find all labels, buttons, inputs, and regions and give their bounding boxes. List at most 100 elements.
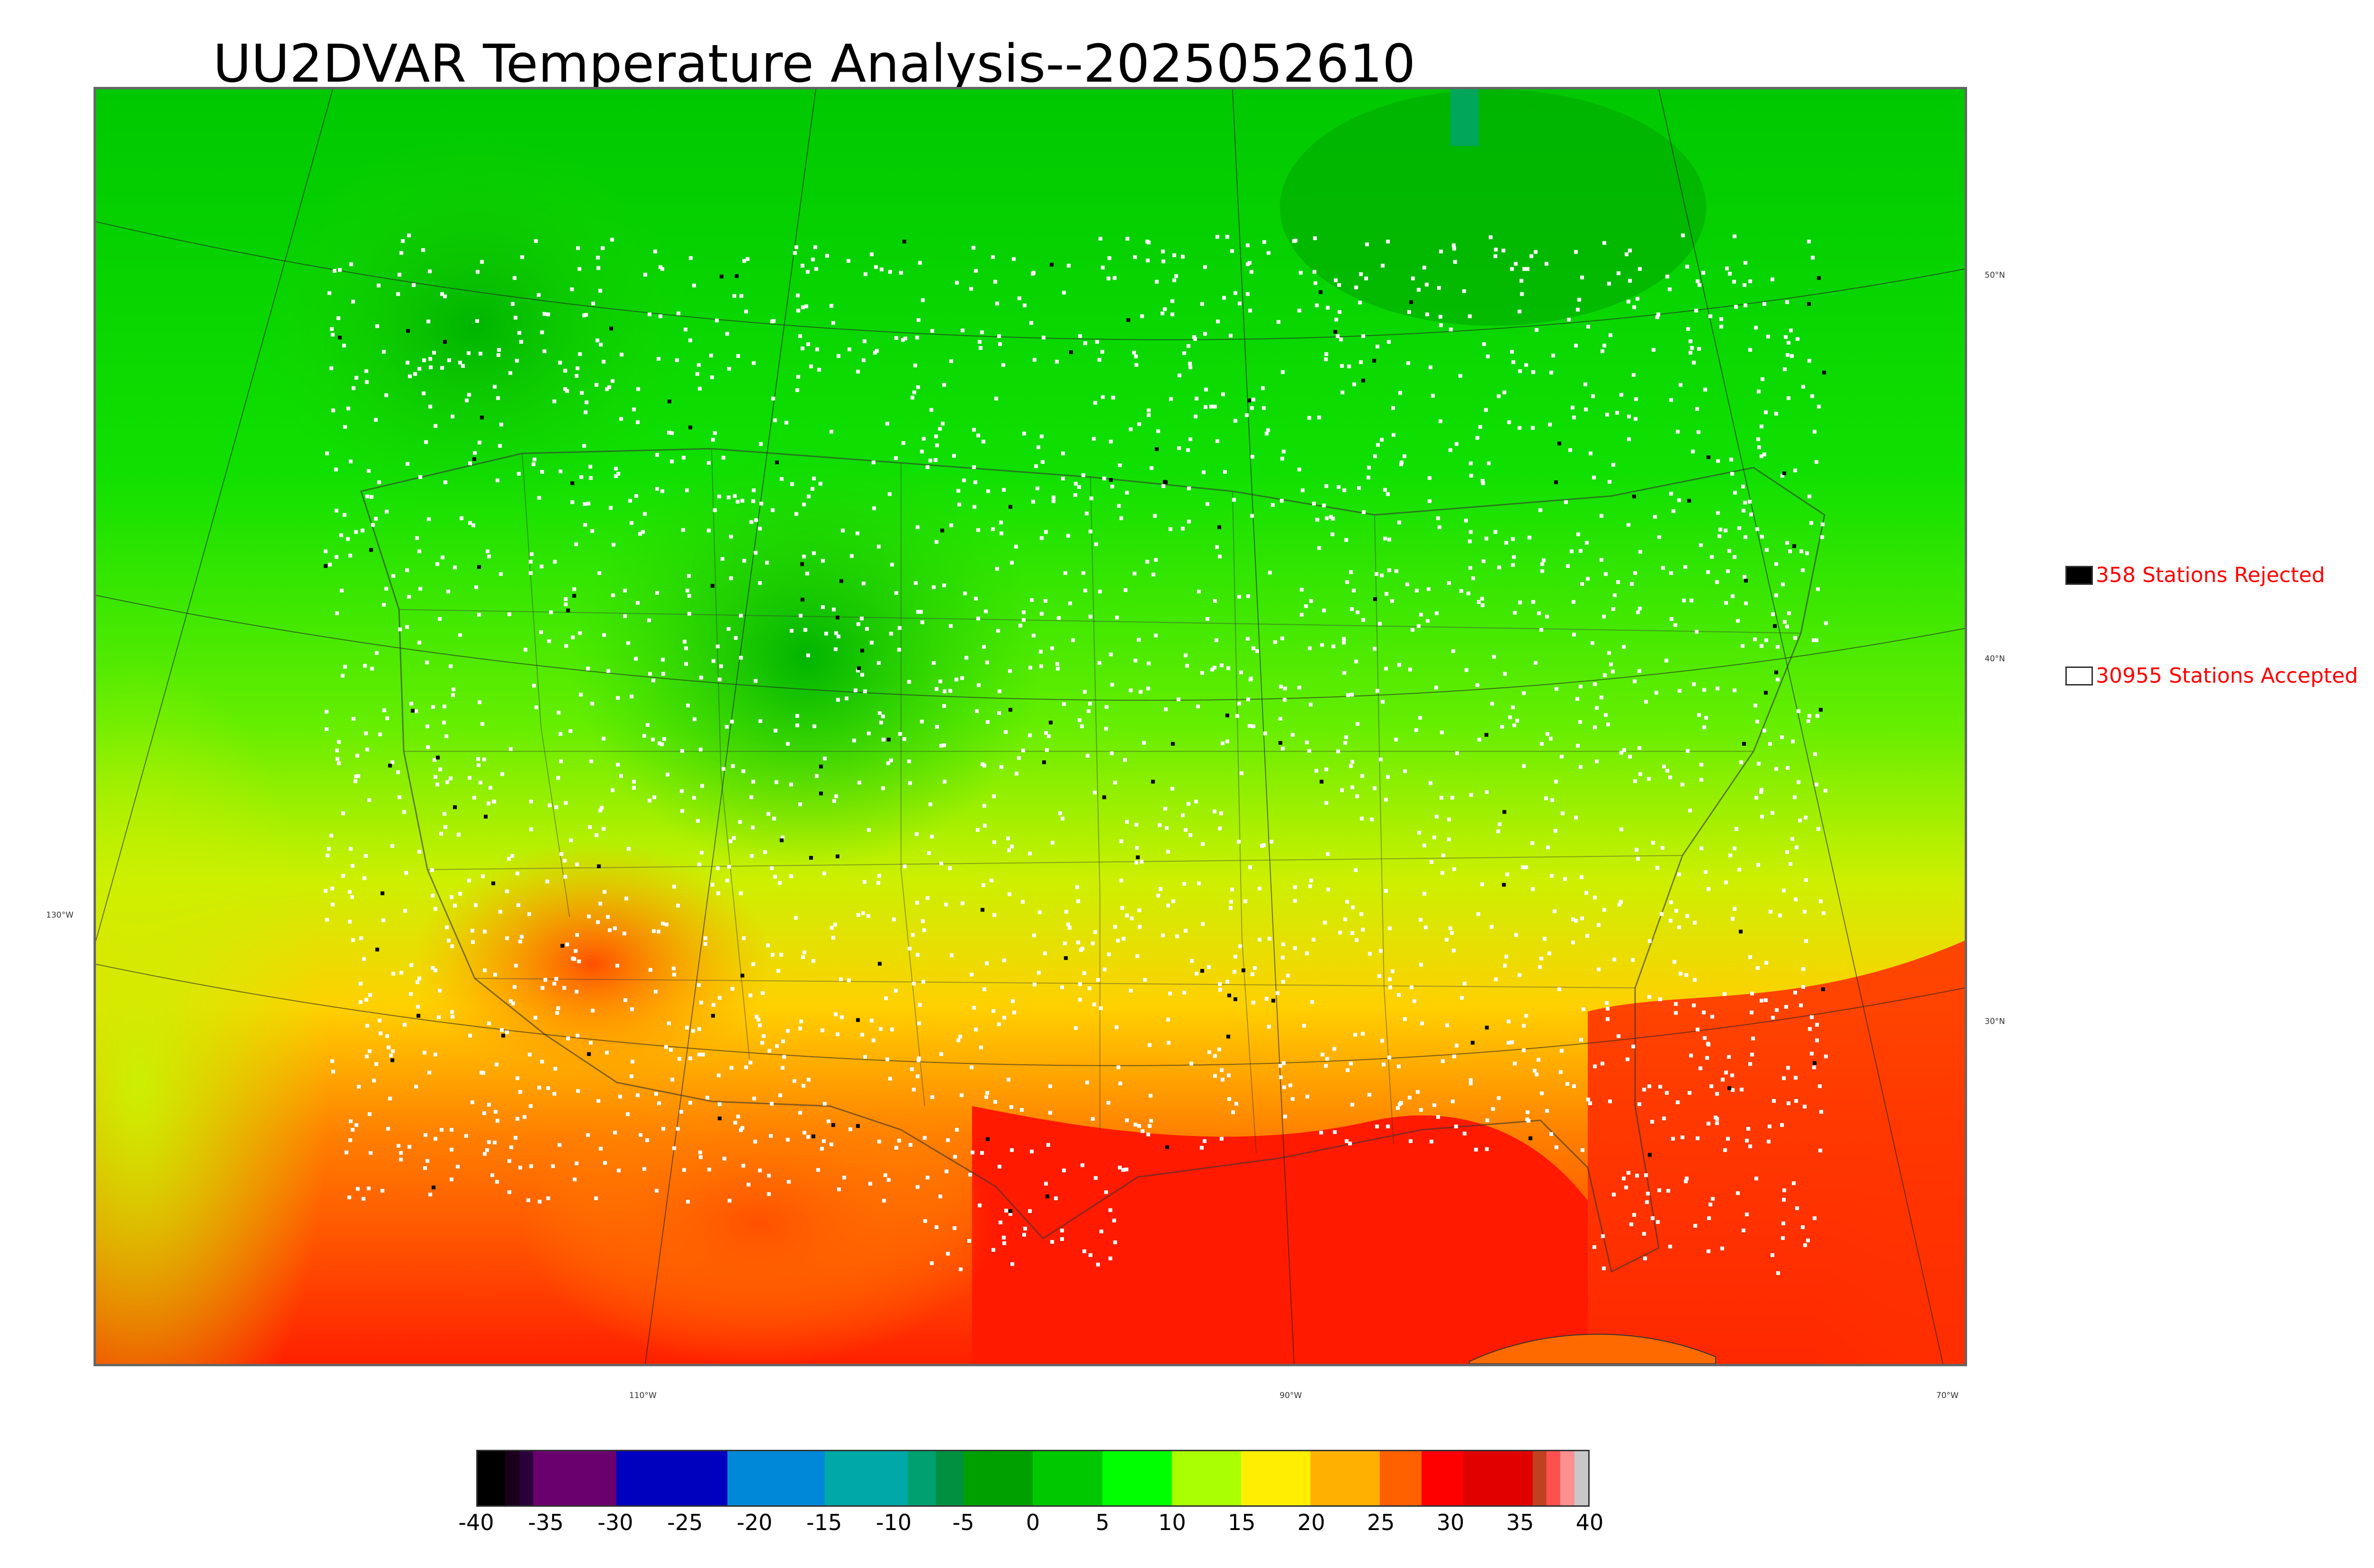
station-marker-accepted (1008, 669, 1012, 673)
station-marker-accepted (910, 395, 914, 400)
station-marker-accepted (468, 1033, 472, 1038)
station-marker-accepted (897, 1138, 901, 1143)
station-marker-accepted (645, 1138, 650, 1142)
station-marker-accepted (1197, 590, 1201, 594)
station-marker-accepted (758, 1168, 762, 1173)
station-marker-accepted (1203, 1139, 1207, 1143)
station-marker-accepted (1480, 603, 1485, 607)
station-marker-accepted (1677, 689, 1682, 693)
station-marker-accepted (1771, 811, 1775, 815)
station-marker-accepted (1078, 982, 1082, 986)
hudson-cool (1280, 89, 1706, 326)
station-marker-accepted (458, 360, 462, 365)
station-marker-rejected (1241, 968, 1245, 973)
station-marker-accepted (972, 428, 976, 432)
station-marker-accepted (1452, 1054, 1456, 1059)
station-marker-accepted (1728, 272, 1732, 276)
station-marker-accepted (1322, 608, 1326, 612)
station-marker-accepted (1445, 1023, 1449, 1027)
station-marker-accepted (886, 761, 890, 765)
station-marker-accepted (1055, 662, 1059, 666)
station-marker-accepted (1768, 742, 1772, 746)
station-marker-accepted (1765, 548, 1769, 552)
station-marker-accepted (1046, 1143, 1050, 1147)
station-marker-accepted (1386, 492, 1390, 496)
station-marker-accepted (1185, 664, 1189, 668)
station-marker-accepted (450, 1127, 454, 1132)
station-marker-rejected (411, 709, 415, 713)
station-marker-accepted (1780, 1236, 1785, 1240)
station-marker-accepted (1774, 412, 1778, 416)
station-marker-accepted (827, 1119, 831, 1123)
station-marker-accepted (659, 742, 664, 746)
station-marker-accepted (814, 267, 819, 271)
station-marker-accepted (658, 314, 662, 319)
station-marker-accepted (1706, 1042, 1711, 1047)
station-marker-accepted (726, 495, 731, 499)
station-marker-accepted (961, 901, 965, 905)
station-marker-accepted (1422, 892, 1426, 896)
station-marker-accepted (941, 422, 945, 426)
station-marker-accepted (1138, 925, 1142, 929)
station-marker-accepted (1428, 365, 1432, 369)
station-marker-accepted (999, 531, 1004, 535)
station-marker-accepted (1795, 1206, 1799, 1211)
station-marker-accepted (1149, 1094, 1153, 1098)
station-marker-rejected (1008, 1209, 1013, 1213)
colorbar-tick-label: 35 (1506, 1510, 1534, 1535)
station-marker-accepted (942, 743, 946, 747)
station-marker-accepted (551, 1164, 555, 1168)
station-marker-accepted (1071, 638, 1075, 642)
station-marker-accepted (1206, 617, 1210, 621)
station-marker-accepted (786, 742, 790, 746)
station-marker-accepted (1600, 1061, 1604, 1066)
station-marker-accepted (399, 251, 404, 255)
station-marker-accepted (1658, 997, 1662, 1001)
station-marker-accepted (433, 758, 437, 762)
station-marker-accepted (948, 689, 952, 693)
station-marker-accepted (1645, 1200, 1649, 1204)
station-marker-accepted (626, 1112, 630, 1116)
station-marker-accepted (1680, 782, 1685, 787)
station-marker-accepted (1145, 560, 1149, 564)
station-marker-accepted (1662, 1116, 1666, 1120)
station-marker-accepted (1530, 841, 1535, 845)
station-marker-accepted (1373, 454, 1377, 459)
station-marker-rejected (1484, 732, 1488, 737)
station-marker-accepted (1447, 837, 1451, 842)
station-marker-accepted (1215, 638, 1218, 642)
station-marker-accepted (1808, 1027, 1812, 1031)
station-marker-accepted (1806, 1238, 1810, 1242)
station-marker-accepted (579, 475, 584, 479)
station-marker-rejected (587, 1052, 591, 1056)
station-marker-accepted (1091, 941, 1095, 946)
colorbar-tick-label: 40 (1575, 1510, 1604, 1535)
station-marker-accepted (522, 1115, 527, 1119)
station-marker-accepted (348, 920, 352, 924)
station-marker-accepted (599, 1146, 603, 1151)
station-marker-accepted (648, 798, 652, 803)
station-marker-accepted (1793, 897, 1798, 901)
station-marker-accepted (496, 353, 500, 357)
station-marker-accepted (672, 973, 676, 977)
station-marker-accepted (1462, 981, 1467, 986)
station-marker-accepted (431, 705, 435, 709)
station-marker-accepted (1117, 504, 1121, 508)
station-marker-accepted (414, 709, 418, 714)
station-marker-rejected (323, 564, 328, 568)
station-marker-accepted (881, 737, 886, 742)
gulf-of-mexico (972, 1106, 1588, 1364)
station-marker-accepted (636, 387, 641, 391)
station-marker-accepted (1574, 250, 1578, 254)
station-marker-accepted (730, 986, 735, 991)
station-marker-accepted (852, 738, 856, 742)
station-marker-accepted (1077, 718, 1082, 723)
station-marker-accepted (1695, 407, 1699, 411)
station-marker-accepted (1314, 769, 1319, 773)
station-marker-accepted (771, 396, 775, 401)
station-marker-accepted (1448, 926, 1452, 930)
station-marker-accepted (1292, 239, 1296, 243)
station-marker-accepted (1525, 1117, 1529, 1121)
station-marker-accepted (1319, 1130, 1323, 1135)
station-marker-accepted (450, 944, 454, 948)
